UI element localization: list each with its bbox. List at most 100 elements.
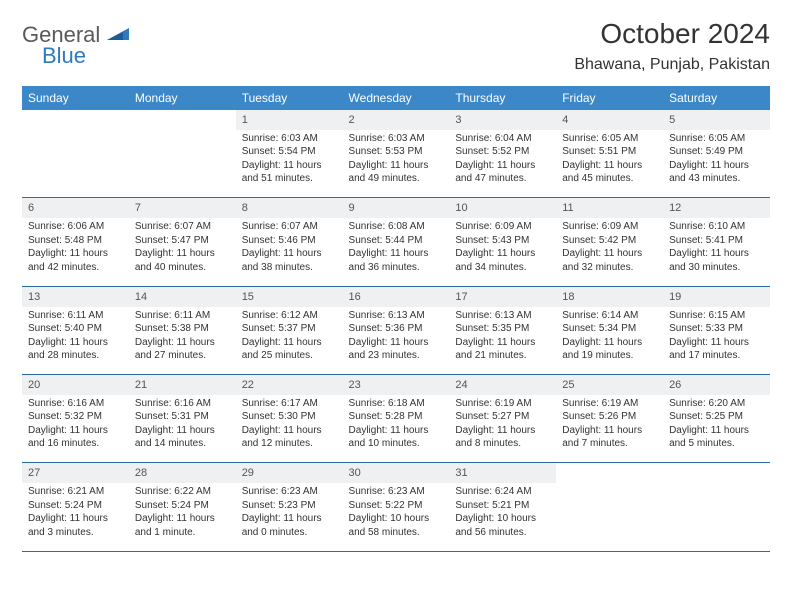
day-header: Thursday (449, 86, 556, 110)
day-header: Monday (129, 86, 236, 110)
logo-text-2: Blue (42, 45, 129, 67)
daylight: Daylight: 11 hours and 47 minutes. (455, 159, 550, 186)
day-info-row: Sunrise: 6:21 AMSunset: 5:24 PMDaylight:… (22, 483, 770, 551)
day-number: 5 (663, 110, 770, 130)
sunrise: Sunrise: 6:05 AM (669, 132, 764, 146)
day-header: Sunday (22, 86, 129, 110)
daylight: Daylight: 11 hours and 34 minutes. (455, 247, 550, 274)
day-number: 16 (343, 286, 450, 306)
sunrise: Sunrise: 6:09 AM (562, 220, 657, 234)
sunset: Sunset: 5:23 PM (242, 499, 337, 513)
sunset: Sunset: 5:32 PM (28, 410, 123, 424)
day-number: 4 (556, 110, 663, 130)
daylight: Daylight: 11 hours and 36 minutes. (349, 247, 444, 274)
day-info: Sunrise: 6:03 AMSunset: 5:53 PMDaylight:… (343, 130, 450, 198)
sunrise: Sunrise: 6:07 AM (242, 220, 337, 234)
day-info-row: Sunrise: 6:03 AM Sunset: 5:54 PM Daylight:… (22, 130, 770, 198)
sunset: Sunset: 5:53 PM (349, 145, 444, 159)
daylight: Daylight: 10 hours and 58 minutes. (349, 512, 444, 539)
daylight: Daylight: 11 hours and 25 minutes. (242, 336, 337, 363)
daylight: Daylight: 11 hours and 1 minute. (135, 512, 230, 539)
daylight: Daylight: 11 hours and 38 minutes. (242, 247, 337, 274)
sunset: Sunset: 5:31 PM (135, 410, 230, 424)
sunrise: Sunrise: 6:15 AM (669, 309, 764, 323)
day-info: Sunrise: 6:08 AMSunset: 5:44 PMDaylight:… (343, 218, 450, 286)
day-number: 21 (129, 375, 236, 395)
daylight: Daylight: 11 hours and 42 minutes. (28, 247, 123, 274)
day-info: Sunrise: 6:18 AMSunset: 5:28 PMDaylight:… (343, 395, 450, 463)
header: General Blue October 2024 Bhawana, Punja… (22, 18, 770, 74)
sunrise: Sunrise: 6:04 AM (455, 132, 550, 146)
daylight: Daylight: 11 hours and 43 minutes. (669, 159, 764, 186)
day-header: Wednesday (343, 86, 450, 110)
day-info: Sunrise: 6:05 AMSunset: 5:51 PMDaylight:… (556, 130, 663, 198)
day-header-row: SundayMondayTuesdayWednesdayThursdayFrid… (22, 86, 770, 110)
day-info (556, 483, 663, 551)
daylight: Daylight: 11 hours and 0 minutes. (242, 512, 337, 539)
day-number: 19 (663, 286, 770, 306)
day-info (663, 483, 770, 551)
day-number: 1 (236, 110, 343, 130)
day-number: 28 (129, 463, 236, 483)
daylight: Daylight: 11 hours and 14 minutes. (135, 424, 230, 451)
day-info: Sunrise: 6:19 AMSunset: 5:27 PMDaylight:… (449, 395, 556, 463)
sunrise: Sunrise: 6:11 AM (135, 309, 230, 323)
sunrise: Sunrise: 6:13 AM (455, 309, 550, 323)
sunset: Sunset: 5:27 PM (455, 410, 550, 424)
day-number: 22 (236, 375, 343, 395)
sunset: Sunset: 5:43 PM (455, 234, 550, 248)
day-number: 17 (449, 286, 556, 306)
day-number: 6 (22, 198, 129, 218)
daylight: Daylight: 11 hours and 5 minutes. (669, 424, 764, 451)
daylight: Daylight: 11 hours and 8 minutes. (455, 424, 550, 451)
sunrise: Sunrise: 6:24 AM (455, 485, 550, 499)
daylight: Daylight: 11 hours and 21 minutes. (455, 336, 550, 363)
sunrise: Sunrise: 6:09 AM (455, 220, 550, 234)
day-number (129, 110, 236, 130)
logo: General Blue (22, 18, 129, 67)
daylight: Daylight: 11 hours and 30 minutes. (669, 247, 764, 274)
day-number (22, 110, 129, 130)
sunrise: Sunrise: 6:13 AM (349, 309, 444, 323)
sunrise: Sunrise: 6:22 AM (135, 485, 230, 499)
day-info (22, 130, 129, 198)
location: Bhawana, Punjab, Pakistan (574, 56, 770, 74)
sunrise: Sunrise: 6:23 AM (242, 485, 337, 499)
day-number: 29 (236, 463, 343, 483)
sunset: Sunset: 5:51 PM (562, 145, 657, 159)
day-number: 18 (556, 286, 663, 306)
sunrise: Sunrise: 6:03 AM (349, 132, 444, 146)
day-info: Sunrise: 6:07 AMSunset: 5:47 PMDaylight:… (129, 218, 236, 286)
sunrise: Sunrise: 6:10 AM (669, 220, 764, 234)
sunrise: Sunrise: 6:16 AM (28, 397, 123, 411)
sunset: Sunset: 5:54 PM (242, 145, 337, 159)
daylight: Daylight: 11 hours and 49 minutes. (349, 159, 444, 186)
daylight: Daylight: 11 hours and 40 minutes. (135, 247, 230, 274)
day-info: Sunrise: 6:11 AMSunset: 5:38 PMDaylight:… (129, 307, 236, 375)
day-info: Sunrise: 6:16 AMSunset: 5:32 PMDaylight:… (22, 395, 129, 463)
day-number: 14 (129, 286, 236, 306)
month-title: October 2024 (574, 18, 770, 50)
day-number: 12 (663, 198, 770, 218)
day-number: 31 (449, 463, 556, 483)
title-block: October 2024 Bhawana, Punjab, Pakistan (574, 18, 770, 74)
sunset: Sunset: 5:36 PM (349, 322, 444, 336)
sunset: Sunset: 5:44 PM (349, 234, 444, 248)
day-info: Sunrise: 6:22 AMSunset: 5:24 PMDaylight:… (129, 483, 236, 551)
daylight: Daylight: 11 hours and 32 minutes. (562, 247, 657, 274)
sunset: Sunset: 5:48 PM (28, 234, 123, 248)
sunset: Sunset: 5:25 PM (669, 410, 764, 424)
sunset: Sunset: 5:30 PM (242, 410, 337, 424)
sunrise: Sunrise: 6:16 AM (135, 397, 230, 411)
sunrise: Sunrise: 6:18 AM (349, 397, 444, 411)
sunrise: Sunrise: 6:05 AM (562, 132, 657, 146)
day-header: Tuesday (236, 86, 343, 110)
day-number: 15 (236, 286, 343, 306)
sunrise: Sunrise: 6:12 AM (242, 309, 337, 323)
sunset: Sunset: 5:28 PM (349, 410, 444, 424)
logo-triangle-icon (107, 26, 129, 47)
day-info: Sunrise: 6:16 AMSunset: 5:31 PMDaylight:… (129, 395, 236, 463)
day-info: Sunrise: 6:14 AMSunset: 5:34 PMDaylight:… (556, 307, 663, 375)
sunset: Sunset: 5:24 PM (28, 499, 123, 513)
sunset: Sunset: 5:38 PM (135, 322, 230, 336)
